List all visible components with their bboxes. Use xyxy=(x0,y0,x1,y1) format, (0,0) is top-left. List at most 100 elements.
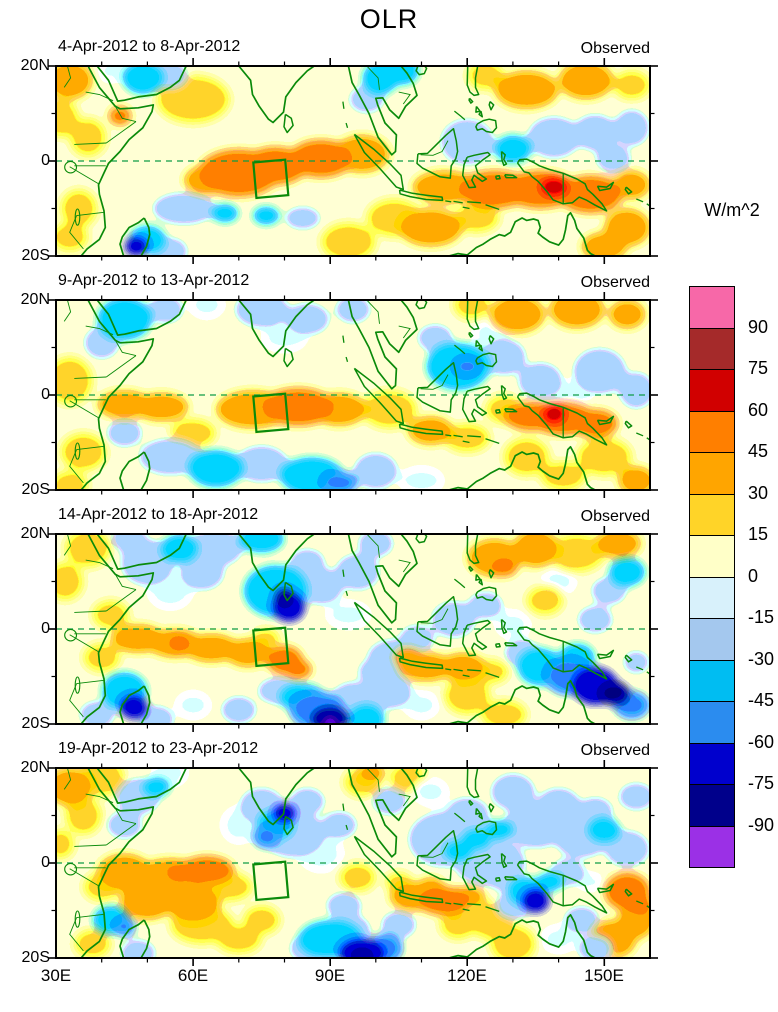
colorbar-tick-label--60: -60 xyxy=(748,731,775,752)
island-coastline xyxy=(398,423,444,436)
island-coastline xyxy=(475,807,481,815)
coastline xyxy=(448,211,596,256)
colorbar-tick-label-0: 0 xyxy=(748,565,759,586)
country-border xyxy=(63,768,72,790)
country-border xyxy=(69,683,84,718)
panel-3-title: 14-Apr-2012 to 18-Apr-2012 xyxy=(58,506,259,523)
coastline xyxy=(80,768,155,958)
colorbar-cell-13 xyxy=(690,826,734,867)
island-coastline xyxy=(500,384,508,401)
island-coastline xyxy=(416,829,459,881)
coastline xyxy=(96,300,187,336)
island-coastline xyxy=(504,174,518,179)
coastline xyxy=(448,913,596,958)
country-border xyxy=(366,768,380,792)
island-chain xyxy=(453,668,463,672)
coastline xyxy=(238,66,315,124)
island-coastline xyxy=(353,601,405,659)
island-coastline xyxy=(415,534,428,544)
y-tick-label-panel4-0: 0 xyxy=(41,854,50,871)
panel-2-source-label: Observed xyxy=(580,274,650,291)
panel-2-title: 9-Apr-2012 to 13-Apr-2012 xyxy=(58,272,250,289)
panel-1-title: 4-Apr-2012 to 8-Apr-2012 xyxy=(58,38,241,55)
colorbar-cell-12 xyxy=(690,785,734,827)
lake-outline xyxy=(74,910,81,928)
country-border xyxy=(420,608,449,624)
island-coastline xyxy=(596,883,615,894)
island-coastline xyxy=(516,860,608,914)
island-coastline xyxy=(500,150,508,167)
country-border xyxy=(398,325,411,339)
anomaly-field xyxy=(56,768,650,958)
index-region-box xyxy=(252,860,290,902)
island-coastline xyxy=(461,853,491,891)
island-coastline xyxy=(500,618,508,635)
coastline xyxy=(347,66,418,156)
island-coastline xyxy=(596,181,615,192)
country-border xyxy=(106,589,137,612)
island-coastline xyxy=(468,97,474,104)
island-coastline xyxy=(624,186,633,195)
island-chain xyxy=(345,122,349,128)
island-chain xyxy=(342,101,345,109)
coastline xyxy=(238,300,315,358)
panel-1-source-label: Observed xyxy=(580,40,650,57)
island-coastline xyxy=(461,619,491,657)
country-border xyxy=(115,106,137,123)
island-chain xyxy=(467,435,481,438)
coastline xyxy=(347,768,418,858)
colorbar-cell-9 xyxy=(690,660,734,702)
island-coastline xyxy=(283,815,294,836)
lake-outline xyxy=(64,862,78,876)
island-coastline xyxy=(466,66,480,97)
island-chain xyxy=(462,908,470,912)
country-border xyxy=(398,91,411,105)
country-border xyxy=(63,300,72,322)
island-coastline xyxy=(488,101,495,111)
island-chain xyxy=(485,906,500,913)
colorbar-tick-label-75: 75 xyxy=(748,358,769,378)
x-tick-label-120e: 120E xyxy=(447,966,487,985)
island-chain xyxy=(342,803,345,811)
island-coastline xyxy=(516,158,608,212)
island-chain xyxy=(467,903,481,906)
coastline xyxy=(119,919,151,958)
country-border xyxy=(106,823,137,846)
island-coastline xyxy=(461,151,491,189)
island-chain xyxy=(462,440,470,444)
island-chain xyxy=(485,438,500,445)
index-region-box xyxy=(252,392,290,434)
island-chain xyxy=(342,569,345,577)
island-coastline xyxy=(475,352,498,368)
colorbar-tick-label--90: -90 xyxy=(748,814,775,835)
island-coastline xyxy=(504,642,518,647)
country-border xyxy=(76,913,105,919)
country-border xyxy=(115,808,137,825)
country-border xyxy=(420,842,449,858)
island-coastline xyxy=(468,565,474,572)
island-coastline xyxy=(494,408,501,414)
coastline xyxy=(119,685,151,724)
island-chain xyxy=(467,669,481,672)
island-chain xyxy=(636,666,644,671)
colorbar-units-label: W/m^2 xyxy=(704,200,760,220)
island-coastline xyxy=(466,534,480,565)
island-chain xyxy=(342,335,345,343)
country-border xyxy=(366,66,380,90)
country-border xyxy=(74,844,107,847)
y-tick-label-panel2-0: 0 xyxy=(41,386,50,403)
x-tick-label-90e: 90E xyxy=(314,966,346,985)
island-chain xyxy=(445,200,452,203)
anomaly-field xyxy=(56,66,650,256)
island-chain xyxy=(636,432,644,437)
map-panel-4 xyxy=(48,760,658,966)
country-border xyxy=(366,534,380,558)
country-border xyxy=(85,91,114,102)
country-border xyxy=(85,793,114,804)
island-coastline xyxy=(398,657,444,670)
island-chain xyxy=(485,672,500,679)
coastline xyxy=(96,534,187,570)
colorbar xyxy=(689,286,735,868)
island-coastline xyxy=(415,300,428,310)
country-border xyxy=(74,142,107,145)
